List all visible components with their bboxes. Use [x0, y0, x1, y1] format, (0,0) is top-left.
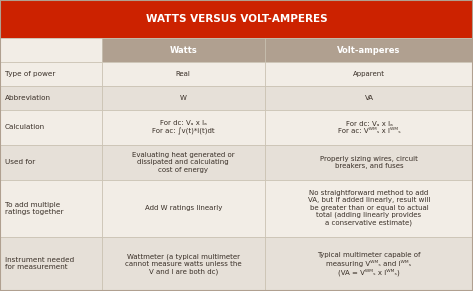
Text: Volt-amperes: Volt-amperes: [337, 46, 401, 55]
Text: Evaluating heat generated or
dissipated and calculating
cost of energy: Evaluating heat generated or dissipated …: [132, 152, 235, 173]
Bar: [102, 38, 265, 62]
Bar: [265, 145, 473, 180]
Text: Wattmeter (a typical multimeter
cannot measure watts unless the
V and I are both: Wattmeter (a typical multimeter cannot m…: [125, 253, 242, 274]
Text: Real: Real: [176, 71, 191, 77]
Bar: [102, 237, 265, 291]
Text: Add W ratings linearly: Add W ratings linearly: [145, 205, 222, 211]
Text: W: W: [180, 95, 187, 101]
Text: VA: VA: [364, 95, 374, 101]
Text: Used for: Used for: [5, 159, 35, 165]
Bar: [0, 110, 102, 145]
Bar: [102, 62, 265, 86]
Text: Typical multimeter capable of
measuring Vᵂᴹₛ and Iᵂᴹₛ
(VA = Vᵂᴹₛ x Iᵂᴹₛ): Typical multimeter capable of measuring …: [317, 252, 420, 276]
Text: Apparent: Apparent: [353, 71, 385, 77]
Bar: [265, 110, 473, 145]
Text: Properly sizing wires, circuit
breakers, and fuses: Properly sizing wires, circuit breakers,…: [320, 156, 418, 169]
Bar: [0, 86, 102, 110]
Bar: [0, 38, 102, 62]
Bar: [0, 62, 102, 86]
Bar: [0, 145, 102, 180]
Text: Instrument needed
for measurement: Instrument needed for measurement: [5, 257, 74, 270]
Text: Abbreviation: Abbreviation: [5, 95, 51, 101]
Bar: [102, 86, 265, 110]
Bar: [265, 180, 473, 237]
Text: For dc: Vₐ⁣ x Iₐ⁣
For ac: Vᵂᴹₛ x Iᵂᴹₛ: For dc: Vₐ⁣ x Iₐ⁣ For ac: Vᵂᴹₛ x Iᵂᴹₛ: [338, 121, 400, 134]
Bar: [0, 180, 102, 237]
Bar: [0, 0, 473, 38]
Bar: [102, 145, 265, 180]
Text: WATTS VERSUS VOLT-AMPERES: WATTS VERSUS VOLT-AMPERES: [146, 14, 327, 24]
Bar: [265, 86, 473, 110]
Bar: [265, 38, 473, 62]
Bar: [265, 237, 473, 291]
Text: For dc: Vₐ⁣ x Iₐ⁣
For ac: ∫v(t)*i(t)dt: For dc: Vₐ⁣ x Iₐ⁣ For ac: ∫v(t)*i(t)dt: [152, 120, 215, 135]
Text: Type of power: Type of power: [5, 71, 55, 77]
Bar: [102, 180, 265, 237]
Text: Watts: Watts: [169, 46, 197, 55]
Text: No straightforward method to add
VA, but if added linearly, result will
be great: No straightforward method to add VA, but…: [308, 190, 430, 226]
Bar: [102, 110, 265, 145]
Bar: [0, 237, 102, 291]
Bar: [265, 62, 473, 86]
Text: To add multiple
ratings together: To add multiple ratings together: [5, 202, 63, 215]
Text: Calculation: Calculation: [5, 125, 45, 130]
